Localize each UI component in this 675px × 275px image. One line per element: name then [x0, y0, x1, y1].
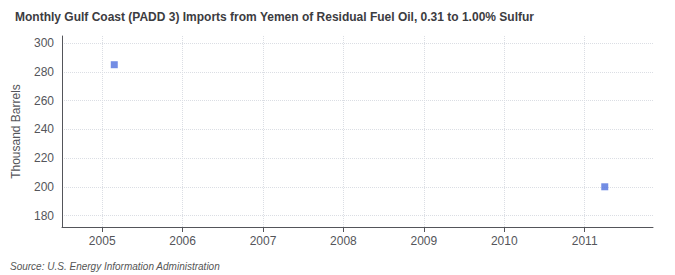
svg-text:Thousand Barrels: Thousand Barrels [9, 84, 23, 179]
svg-text:180: 180 [34, 209, 54, 223]
svg-text:2010: 2010 [491, 234, 518, 248]
svg-text:2007: 2007 [250, 234, 277, 248]
svg-text:300: 300 [34, 36, 54, 50]
svg-text:2005: 2005 [89, 234, 116, 248]
svg-text:2008: 2008 [330, 234, 357, 248]
svg-text:2011: 2011 [572, 234, 598, 248]
svg-text:260: 260 [34, 94, 54, 108]
svg-text:Source: U.S. Energy Informatio: Source: U.S. Energy Information Administ… [10, 261, 220, 272]
svg-text:200: 200 [34, 180, 54, 194]
svg-text:Monthly Gulf Coast (PADD 3) Im: Monthly Gulf Coast (PADD 3) Imports from… [15, 10, 534, 24]
svg-text:2009: 2009 [410, 234, 437, 248]
svg-text:220: 220 [34, 151, 54, 165]
svg-text:2006: 2006 [169, 234, 196, 248]
svg-text:240: 240 [34, 122, 54, 136]
svg-text:280: 280 [34, 65, 54, 79]
